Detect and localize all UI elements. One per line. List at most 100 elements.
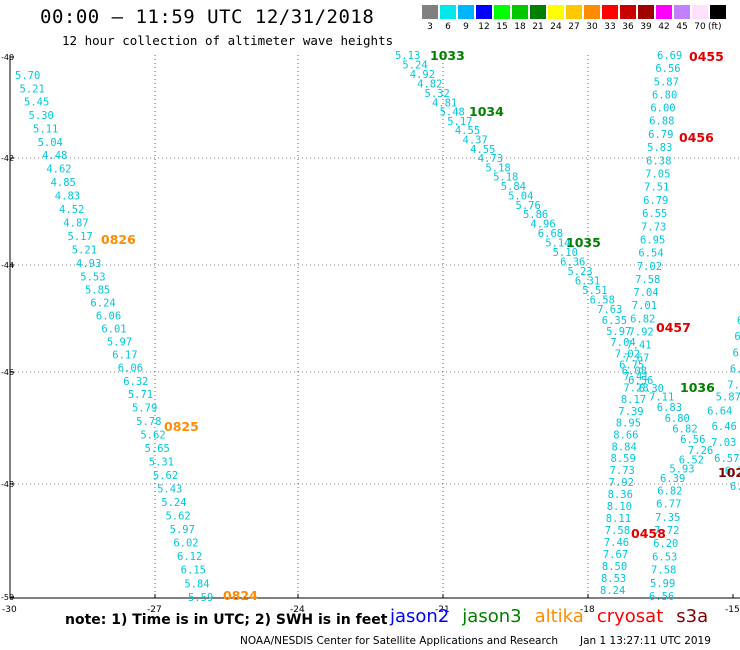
wave-height-value: 6.30 <box>639 383 664 395</box>
pass-time-label: 0458 <box>631 526 666 541</box>
wave-height-value: 7.58 <box>651 565 676 577</box>
legend-label: 27 <box>568 22 580 32</box>
wave-height-value: 5.99 <box>650 578 675 590</box>
wave-height-value: 4.93 <box>76 258 101 270</box>
wave-height-value: 6.12 <box>177 551 202 563</box>
wave-height-value: 7.63 <box>597 304 622 316</box>
wave-height-value: 6.56 <box>680 434 705 446</box>
wave-height-value: 7.01 <box>632 300 657 312</box>
wave-height-value: 4.37 <box>463 134 488 146</box>
wave-height-value: 6.80 <box>665 413 690 425</box>
legend-label: 21 <box>532 22 544 32</box>
legend-swatch <box>422 5 438 19</box>
legend-label: 12 <box>478 22 490 32</box>
wave-height-value: 7.58 <box>605 525 630 537</box>
wave-height-value: 6.56 <box>649 591 674 603</box>
wave-height-value: 6.79 <box>643 195 668 207</box>
wave-height-value: 8.66 <box>613 429 638 441</box>
wave-height-value: 5.45 <box>24 97 49 109</box>
wave-height-value: 6.56 <box>655 63 680 75</box>
legend-swatch <box>530 5 546 19</box>
wave-height-value: 6.24 <box>90 298 115 310</box>
wave-height-value: 5.30 <box>29 110 54 122</box>
wave-height-value: 6.82 <box>657 485 682 497</box>
legend-label: 3 <box>427 22 433 32</box>
wave-height-value: 8.17 <box>621 394 646 406</box>
lon-tick-label: -15 <box>725 605 740 615</box>
page-title: 00:00 – 11:59 UTC 12/31/2018 <box>40 6 375 28</box>
wave-height-value: 8.59 <box>611 453 636 465</box>
wave-height-value: 5.97 <box>606 326 631 338</box>
wave-height-value: 6.39 <box>660 473 685 485</box>
wave-height-value: 7.02 <box>615 348 640 360</box>
legend-swatch <box>584 5 600 19</box>
satellite-name: altika <box>534 606 584 627</box>
pass-time-label: 0825 <box>164 419 199 434</box>
wave-height-value: 6.35 <box>602 315 627 327</box>
legend-label: 42 <box>658 22 670 32</box>
wave-height-value: 5.83 <box>647 142 672 154</box>
wave-height-value: 6.95 <box>640 235 665 247</box>
wave-height-value: 5.62 <box>153 470 178 482</box>
wave-height-value: 5.48 <box>440 107 465 119</box>
pass-time-label: 102 <box>718 465 740 480</box>
wave-height-value: 6.0 <box>737 315 740 327</box>
wave-height-value: 6.75 <box>619 360 644 372</box>
wave-height-value: 5.86 <box>523 209 548 221</box>
wave-height-value: 8.84 <box>611 441 636 453</box>
wave-height-value: 8.50 <box>602 561 627 573</box>
satellite-name: jason2 <box>390 606 450 627</box>
wave-height-value: 6.54 <box>638 248 663 260</box>
wave-height-value: 5.87 <box>654 76 679 88</box>
satellite-legend: jason2 jason3 altika cryosat s3a <box>390 606 721 627</box>
wave-height-value: 6.32 <box>123 376 148 388</box>
lon-tick-label: -30 <box>2 605 17 615</box>
wave-height-value: 5.85 <box>85 285 110 297</box>
legend-swatch <box>476 5 492 19</box>
lat-tick-label: -42 <box>1 154 14 163</box>
wave-height-value: 5.17 <box>447 116 472 128</box>
wave-height-value: 6.58 <box>590 294 615 306</box>
wave-height-value: 7.41 <box>623 371 648 383</box>
wave-height-value: 5.04 <box>38 137 63 149</box>
wave-height-value: 6.31 <box>575 275 600 287</box>
legend-label: 6 <box>445 22 451 32</box>
wave-height-value: 4.92 <box>410 69 435 81</box>
wave-height-value: 6.7 <box>730 481 740 493</box>
wave-height-value: 6.71 <box>725 465 740 477</box>
pass-time-label: 1035 <box>566 235 601 250</box>
wave-height-value: 4.85 <box>51 177 76 189</box>
pass-time-label: 0456 <box>679 130 714 145</box>
wave-height-value: 7.19 <box>727 380 740 392</box>
wave-height-value: 8.24 <box>600 585 625 597</box>
wave-height-value: 6.38 <box>646 155 671 167</box>
wave-height-value: 5.76 <box>516 200 541 212</box>
footer-note: note: 1) Time is in UTC; 2) SWH is in fe… <box>65 612 388 628</box>
wave-height-value: 5.10 <box>553 247 578 259</box>
wave-height-value: 6.82 <box>672 423 697 435</box>
wave-height-value: 4.96 <box>530 219 555 231</box>
legend-label: 18 <box>514 22 526 32</box>
wave-height-value: 6.00 <box>650 103 675 115</box>
wave-height-value: 4.62 <box>46 164 71 176</box>
wave-height-value: 5.65 <box>145 443 170 455</box>
wave-height-value: 6.83 <box>657 402 682 414</box>
wave-height-value: 7.58 <box>635 274 660 286</box>
wave-height-value: 7.39 <box>618 406 643 418</box>
legend-swatch <box>440 5 456 19</box>
lon-tick-label: -24 <box>290 605 305 615</box>
lon-tick-label: -18 <box>580 605 595 615</box>
legend-label: 39 <box>640 22 652 32</box>
legend-swatch <box>494 5 510 19</box>
legend-swatch <box>458 5 474 19</box>
wave-height-value: 7.35 <box>655 512 680 524</box>
wave-height-value: 7.92 <box>628 326 653 338</box>
wave-height-value: 7.51 <box>644 182 669 194</box>
wave-height-value: 6.68 <box>538 228 563 240</box>
wave-height-value: 7.92 <box>609 477 634 489</box>
wave-height-value: 6.55 <box>642 208 667 220</box>
wave-height-value: 5.51 <box>582 285 607 297</box>
wave-height-value: 4.55 <box>470 144 495 156</box>
satellite-name: jason3 <box>462 606 522 627</box>
wave-height-value: 5.87 <box>716 391 740 403</box>
